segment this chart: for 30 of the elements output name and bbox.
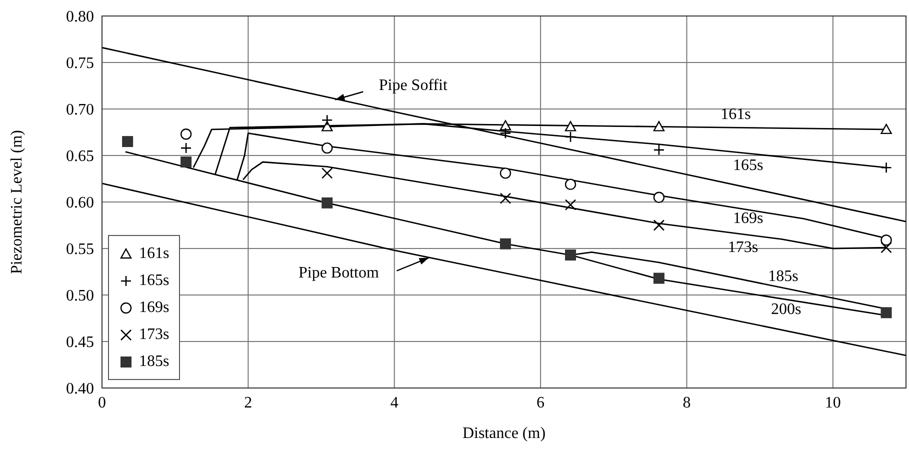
legend-label: 169s: [139, 298, 170, 316]
legend-label: 165s: [139, 272, 170, 290]
annotation: 200s: [771, 301, 802, 318]
y-tick-label: 0.80: [66, 8, 94, 26]
annotation: 169s: [733, 210, 764, 227]
legend-label: 185s: [139, 352, 170, 370]
x-tick-label: 2: [244, 394, 252, 412]
annotation: 173s: [728, 239, 758, 256]
annotation: 165s: [733, 157, 764, 174]
x-tick-label: 0: [98, 394, 106, 412]
x-tick-label: 6: [536, 394, 545, 412]
x-tick-label: 10: [824, 394, 841, 412]
annotation: 161s: [720, 106, 751, 124]
x-axis-title: Distance (m): [462, 425, 546, 442]
y-tick-label: 0.45: [66, 334, 94, 352]
annotation: 185s: [768, 268, 798, 286]
y-tick-label: 0.50: [66, 288, 94, 305]
y-tick-label: 0.65: [66, 148, 94, 166]
legend-label: 173s: [139, 326, 170, 344]
y-tick-label: 0.40: [66, 380, 94, 398]
y-tick-label: 0.55: [66, 241, 94, 258]
legend-label: 161s: [139, 244, 170, 262]
x-tick-label: 8: [682, 394, 691, 412]
y-tick-label: 0.75: [66, 55, 94, 72]
y-axis-title: Piezometric Level (m): [8, 130, 26, 274]
x-tick-label: 4: [390, 394, 398, 412]
annotation: Pipe Bottom: [298, 264, 380, 282]
annotation: Pipe Soffit: [378, 77, 448, 94]
y-tick-label: 0.60: [66, 194, 94, 212]
y-tick-label: 0.70: [66, 102, 94, 119]
